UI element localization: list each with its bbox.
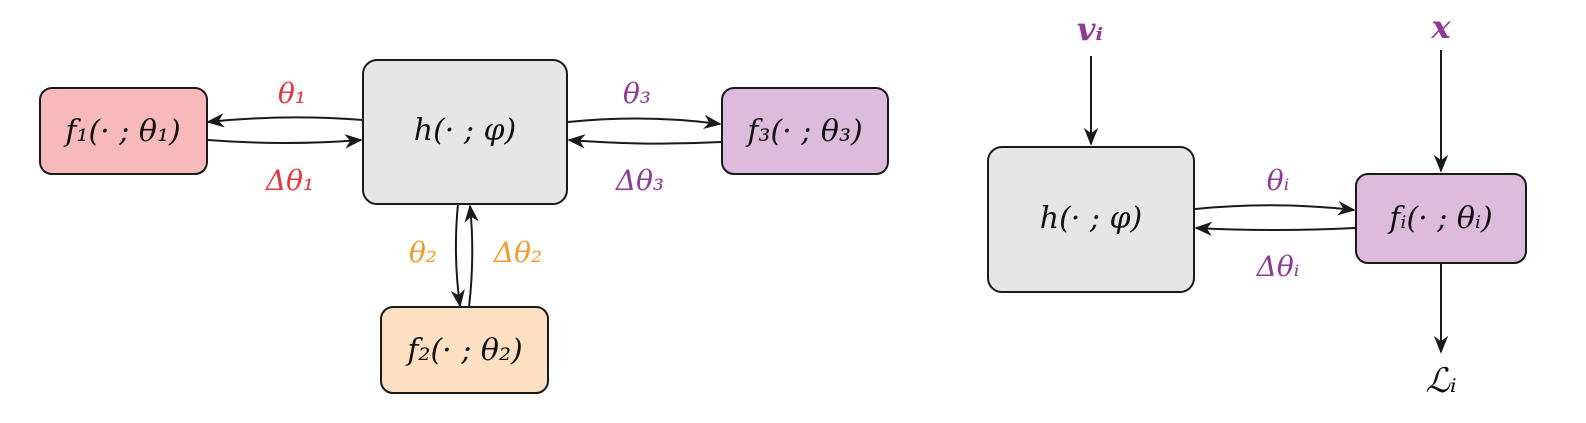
f2-param-label: θ₂ xyxy=(409,236,437,269)
fi-param-label: θᵢ xyxy=(1267,164,1290,197)
hub-node: h(· ; φ) xyxy=(362,59,568,205)
loss-label: ℒᵢ xyxy=(1425,361,1456,401)
input-x-label: x xyxy=(1430,8,1451,46)
right-hub-node: h(· ; φ) xyxy=(987,146,1195,293)
f3-node: f₃(· ; θ₃) xyxy=(721,87,889,175)
hub-label: h(· ; φ) xyxy=(414,113,516,148)
fi-node: fᵢ(· ; θᵢ) xyxy=(1355,173,1527,264)
f3-param-label: θ₃ xyxy=(623,77,651,110)
edge-fi-to-hub xyxy=(1194,221,1356,237)
f2-label: f₂(· ; θ₂) xyxy=(405,333,522,368)
f1-label: f₁(· ; θ₁) xyxy=(63,114,180,149)
right-hub-label: h(· ; φ) xyxy=(1040,201,1142,236)
input-v-label: vᵢ xyxy=(1077,10,1103,48)
f1-node: f₁(· ; θ₁) xyxy=(39,87,208,175)
edge-hub-to-f2 xyxy=(450,203,465,308)
fi-update-label: Δθᵢ xyxy=(1256,250,1300,283)
f3-box xyxy=(721,87,889,175)
edge-hub-to-f3 xyxy=(567,114,722,129)
f3-label: f₃(· ; θ₃) xyxy=(745,114,862,149)
left-diagram: h(· ; φ) f₁(· ; θ₁) f₃(· ; θ₃) f₂(· ; θ₂… xyxy=(39,59,889,394)
fi-label: fᵢ(· ; θᵢ) xyxy=(1387,201,1492,236)
f3-update-label: Δθ₃ xyxy=(615,164,664,197)
edge-hub-to-f1 xyxy=(206,113,364,128)
edge-f2-to-hub xyxy=(464,204,479,308)
f1-box xyxy=(39,87,208,175)
edge-hub-to-fi xyxy=(1194,201,1356,216)
f1-param-label: θ₁ xyxy=(278,77,306,110)
edge-f3-to-hub xyxy=(567,134,722,149)
f2-node: f₂(· ; θ₂) xyxy=(380,306,549,394)
f1-update-label: Δθ₁ xyxy=(265,164,314,197)
edge-f1-to-hub xyxy=(207,134,363,149)
hub-box xyxy=(362,59,568,205)
f2-update-label: Δθ₂ xyxy=(493,236,542,269)
right-hub-box xyxy=(987,146,1195,293)
right-diagram: vᵢ x h(· ; φ) fᵢ(· ; θᵢ) θᵢ Δθᵢ ℒᵢ xyxy=(987,8,1527,401)
